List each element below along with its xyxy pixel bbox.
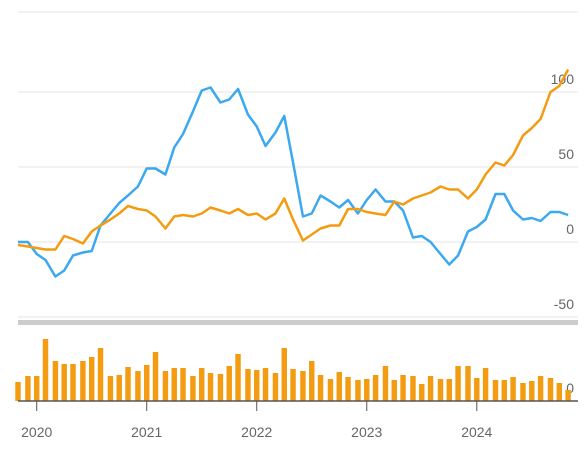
volume-bar (317, 375, 324, 401)
volume-bar (482, 368, 489, 401)
volume-bar (465, 366, 471, 401)
volume-bar (474, 378, 480, 401)
volume-bar (25, 376, 31, 401)
volume-bar (400, 375, 406, 401)
volume-bar (162, 371, 169, 401)
volume-bar (281, 348, 287, 401)
volume-bar (217, 374, 224, 401)
volume-bar (547, 378, 554, 401)
volume-bar (501, 380, 508, 401)
volume-bar (254, 370, 260, 401)
volume-bar (565, 390, 571, 401)
volume-bar (107, 376, 114, 401)
volume-bar (152, 352, 159, 401)
volume-bar (42, 339, 49, 401)
volume-bar (262, 368, 269, 401)
volume-bar (382, 366, 389, 401)
volume-bar (510, 377, 516, 401)
volume-bar (245, 369, 251, 401)
x-tick-label: 2024 (461, 424, 492, 440)
volume-bar (116, 375, 122, 401)
volume-bar (52, 361, 59, 401)
volume-bar (309, 361, 315, 401)
volume-bar (355, 380, 361, 401)
x-tick-label: 2021 (131, 424, 162, 440)
volume-bar (556, 383, 563, 401)
volume-bar (437, 379, 444, 401)
volume-bar (537, 376, 544, 401)
volume-bar (190, 376, 196, 401)
volume-bar (226, 366, 232, 401)
volume-bar (61, 364, 67, 401)
y-tick-label: 50 (558, 146, 574, 162)
x-tick-label: 2020 (21, 424, 52, 440)
volume-bar (135, 371, 141, 401)
volume-bar (391, 380, 397, 401)
volume-bar (446, 379, 452, 401)
volume-bar (199, 368, 205, 401)
x-tick-label: 2022 (241, 424, 272, 440)
y-tick-label: 0 (566, 221, 574, 237)
x-tick-label: 2023 (351, 424, 382, 440)
line-series (18, 86, 569, 278)
volume-bar (144, 365, 150, 401)
volume-bar (171, 368, 177, 401)
volume-bar (336, 372, 342, 401)
volume-bar (345, 377, 351, 401)
volume-bar (410, 376, 416, 401)
volume-bar (455, 366, 461, 401)
volume-bar (300, 371, 306, 401)
volume-bar (372, 375, 379, 401)
volume-bar (97, 348, 104, 401)
volume-bar (529, 381, 535, 401)
volume-bar (492, 380, 499, 401)
panel-separator (18, 320, 578, 325)
volume-bar (520, 383, 526, 401)
volume-bar (327, 379, 334, 401)
line-series (17, 68, 570, 251)
volume-bar (15, 382, 21, 401)
volume-bar (290, 369, 296, 401)
volume-bar (33, 376, 40, 401)
volume-bar (419, 384, 425, 401)
volume-bar (180, 368, 186, 401)
volume-bar (364, 379, 370, 401)
volume-bar (88, 357, 95, 401)
volume-bar (125, 367, 131, 401)
volume-bar (272, 373, 279, 401)
volume-bar (235, 354, 241, 401)
volume-bar (207, 373, 214, 401)
volume-bar (80, 361, 86, 401)
volume-bar (70, 364, 76, 401)
y-tick-label: 0 (566, 380, 574, 396)
volume-bar (427, 376, 434, 401)
y-tick-label: -50 (554, 296, 574, 312)
